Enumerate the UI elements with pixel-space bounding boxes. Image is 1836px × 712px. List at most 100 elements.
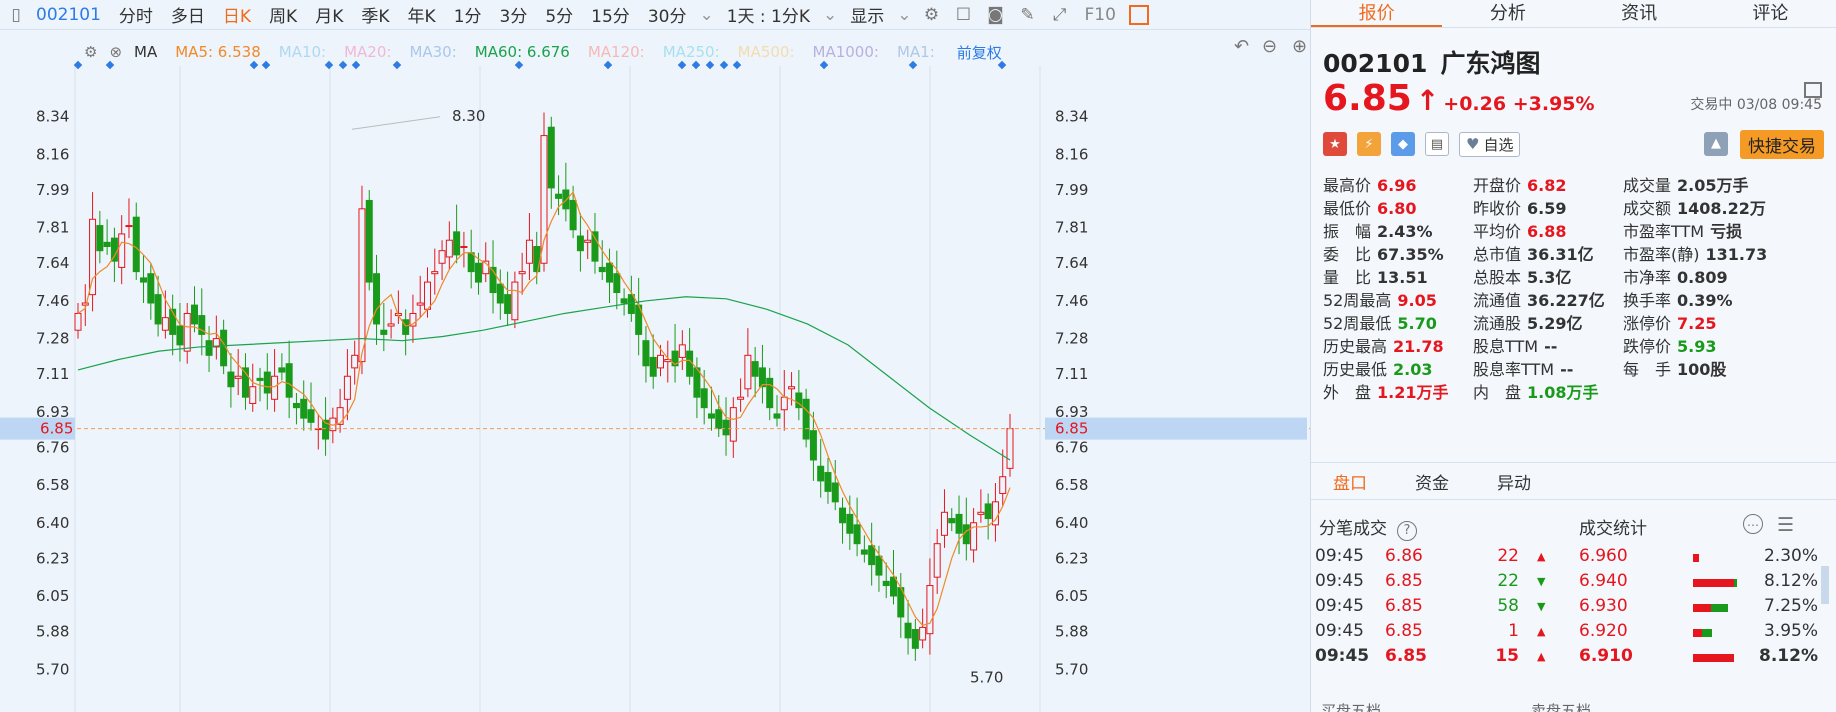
candle-body[interactable] [212, 338, 220, 348]
candle-body[interactable] [234, 375, 242, 379]
candle-body[interactable] [198, 315, 206, 335]
period-tab[interactable]: 15分 [591, 7, 630, 27]
zoom-in-icon[interactable]: ⊕ [1292, 36, 1307, 57]
candlestick-chart[interactable]: 8.34 8.34 8.16 8.16 7.99 7.99 7.81 7.81 7.64 7.64… [0, 30, 1310, 712]
candle-body[interactable] [474, 262, 482, 283]
candle-body[interactable] [766, 377, 774, 409]
candle-body[interactable] [853, 524, 861, 545]
candle-body[interactable] [817, 465, 825, 482]
display-menu[interactable]: 显示 [850, 7, 885, 27]
candle-body[interactable] [911, 628, 919, 649]
gear-icon[interactable]: ⚙ [923, 4, 940, 25]
period-tab[interactable]: 分时 [118, 7, 153, 27]
event-marker[interactable] [392, 60, 402, 70]
candle-body[interactable] [89, 218, 97, 296]
list-icon[interactable]: ☰ [1777, 514, 1795, 536]
candle-body[interactable] [1006, 428, 1014, 469]
candle-body[interactable] [948, 518, 956, 524]
ma-item[interactable]: MA500: [737, 43, 795, 61]
candle-body[interactable] [285, 363, 293, 398]
candle-body[interactable] [496, 283, 504, 304]
candle-body[interactable] [591, 231, 599, 262]
candle-body[interactable] [183, 312, 191, 352]
candle-body[interactable] [613, 273, 621, 294]
undo-icon[interactable]: ↶ [1234, 36, 1249, 57]
event-marker[interactable] [338, 60, 348, 70]
candle-body[interactable] [110, 237, 118, 262]
candle-body[interactable] [380, 329, 388, 335]
dropdown-chevron-icon[interactable]: ⌄ [699, 4, 714, 25]
candle-body[interactable] [999, 476, 1007, 494]
candle-body[interactable] [74, 312, 82, 331]
candle-body[interactable] [642, 340, 650, 367]
candle-body[interactable] [904, 622, 912, 639]
ma-item[interactable]: MA250: [662, 43, 720, 61]
candle-body[interactable] [839, 507, 847, 524]
event-marker[interactable] [324, 60, 334, 70]
candle-body[interactable] [890, 576, 897, 597]
candle-body[interactable] [169, 308, 177, 335]
period-tab[interactable]: 5分 [545, 7, 574, 27]
candle-body[interactable] [147, 273, 155, 304]
tag-icon[interactable]: ◆ [1391, 132, 1415, 156]
candle-body[interactable] [657, 354, 664, 369]
candle-body[interactable] [278, 367, 286, 373]
panel-toggle-icon[interactable] [1128, 4, 1149, 25]
candle-body[interactable] [307, 409, 315, 423]
candle-body[interactable] [627, 294, 635, 314]
chevron-down-icon[interactable]: ⌄ [823, 4, 838, 25]
candle-body[interactable] [249, 386, 257, 404]
sub-tab[interactable]: 资金 [1415, 473, 1449, 494]
candle-body[interactable] [678, 344, 686, 358]
candle-body[interactable] [322, 419, 330, 440]
candle-body[interactable] [620, 298, 628, 304]
candle-body[interactable] [125, 225, 133, 228]
candle-body[interactable] [846, 513, 854, 534]
candle-body[interactable] [365, 199, 373, 283]
period-tab[interactable]: 多日 [170, 7, 205, 27]
candle-body[interactable] [504, 294, 512, 314]
candle-body[interactable] [788, 386, 796, 390]
candle-body[interactable] [547, 126, 555, 189]
candle-body[interactable] [431, 271, 439, 275]
ma-item[interactable]: MA10: [278, 43, 327, 61]
candle-body[interactable] [795, 392, 803, 409]
candle-body[interactable] [176, 325, 184, 346]
period-tab[interactable]: 年K [407, 7, 436, 27]
candle-body[interactable] [555, 193, 563, 199]
expand-icon[interactable]: ⤢ [1052, 4, 1067, 25]
candle-body[interactable] [103, 241, 111, 247]
scrollbar[interactable] [1821, 566, 1829, 604]
candle-body[interactable] [780, 396, 788, 411]
menu-icon[interactable] [1804, 82, 1822, 98]
candle-body[interactable] [373, 273, 381, 325]
candle-body[interactable] [132, 216, 140, 273]
candle-body[interactable] [919, 626, 927, 641]
candle-body[interactable] [402, 319, 410, 335]
ma-item[interactable]: MA5: 6.538 [175, 43, 261, 61]
candle-body[interactable] [868, 545, 876, 566]
sidebar-toggle-icon[interactable]: ▯ [11, 4, 21, 25]
candle-body[interactable] [984, 503, 992, 520]
candle-body[interactable] [671, 350, 679, 367]
candle-body[interactable] [802, 398, 810, 440]
candle-body[interactable] [940, 511, 948, 536]
candle-body[interactable] [300, 398, 308, 419]
bell-icon[interactable]: ▲ [1704, 132, 1728, 156]
flag-icon[interactable]: ★ [1323, 132, 1347, 156]
quick-trade-button[interactable]: 快捷交易 [1740, 130, 1824, 159]
camera-icon[interactable]: ◙ [987, 4, 1004, 25]
candle-body[interactable] [205, 340, 213, 356]
candle-body[interactable] [343, 375, 351, 400]
quote-tab[interactable]: 资讯 [1621, 3, 1658, 24]
candle-body[interactable] [271, 375, 279, 400]
candle-body[interactable] [351, 354, 359, 369]
sub-tab[interactable]: 盘口 [1333, 473, 1367, 494]
candle-body[interactable] [227, 371, 235, 388]
candle-body[interactable] [860, 549, 868, 555]
candle-body[interactable] [649, 356, 657, 377]
ma-item[interactable]: MA1000: [812, 43, 879, 61]
note-icon[interactable]: ▤ [1425, 132, 1449, 156]
event-marker[interactable] [351, 60, 361, 70]
candle-body[interactable] [358, 208, 366, 363]
